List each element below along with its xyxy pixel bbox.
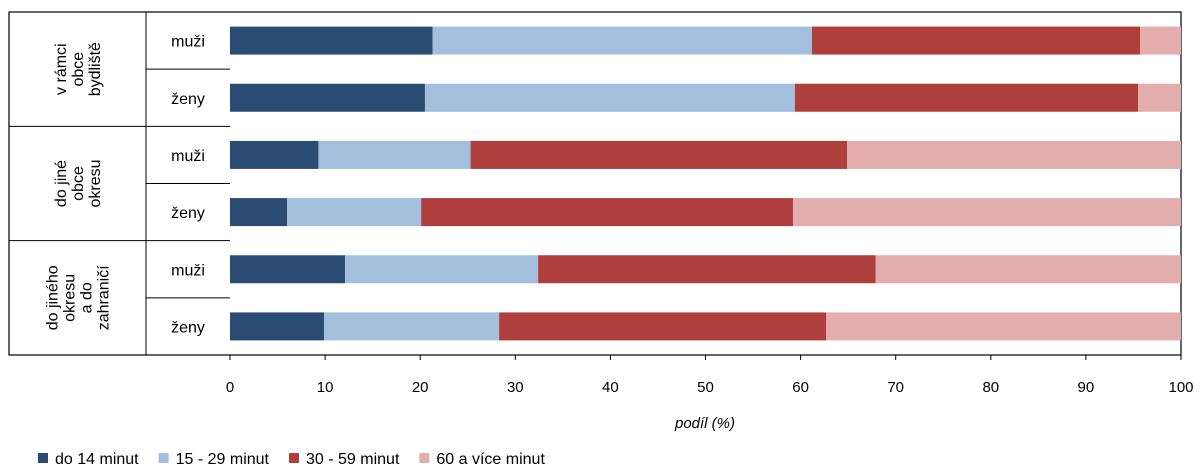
group-label-line: bydliště — [87, 42, 104, 96]
legend-label: 60 a více minut — [436, 451, 545, 468]
chart-frame — [8, 11, 1182, 356]
bar-segment — [826, 312, 1181, 341]
x-tick-label: 50 — [697, 379, 714, 396]
group-label: v rámciobcebydliště — [53, 42, 104, 96]
bar-segment — [847, 140, 1181, 169]
group-label: do jinéhookresua dozahraničí — [45, 265, 113, 330]
group-label-line: okresu — [62, 274, 79, 322]
group-label-line: okresu — [87, 159, 104, 207]
bar-segment — [424, 83, 795, 112]
group-label-line: a do — [79, 282, 96, 313]
bar-segment — [1138, 83, 1181, 112]
category-label: ženy — [171, 319, 205, 336]
plot-border — [8, 11, 1182, 356]
legend: do 14 minut 15 - 29 minut 30 - 59 minut 60 … — [38, 451, 545, 468]
bar-segment — [812, 26, 1141, 55]
x-tick-label: 10 — [317, 379, 334, 396]
bars-layer — [230, 26, 1181, 341]
bar-segment — [230, 198, 288, 227]
bar-segment — [421, 198, 793, 227]
category-label: muži — [171, 262, 205, 279]
bar-segment — [230, 255, 346, 284]
group-label-line: zahraničí — [96, 265, 113, 330]
x-axis-title: podíl (%) — [674, 415, 735, 432]
group-label-line: v rámci — [53, 43, 70, 95]
bar-segment — [345, 255, 539, 284]
bar-segment — [230, 83, 425, 112]
x-tick-label: 70 — [887, 379, 904, 396]
group-label-line: do jiné — [53, 160, 70, 207]
x-tick-label: 0 — [226, 379, 234, 396]
bar-segment — [230, 26, 433, 55]
category-label: muži — [171, 148, 205, 165]
bar-segment — [230, 312, 325, 341]
bar-segment — [792, 198, 1181, 227]
legend-swatch — [419, 453, 430, 463]
x-tick-label: 30 — [507, 379, 524, 396]
legend-label: 15 - 29 minut — [176, 451, 270, 468]
group-label-line: obce — [70, 52, 87, 87]
bar-segment — [432, 26, 813, 55]
legend-swatch — [38, 453, 48, 463]
category-label: ženy — [171, 205, 205, 222]
bar-segment — [538, 255, 876, 284]
bar-segment — [318, 140, 471, 169]
legend-label: 30 - 59 minut — [306, 451, 400, 468]
bar-segment — [324, 312, 500, 341]
x-tick-label: 80 — [982, 379, 999, 396]
x-axis: 0 10 20 30 40 50 60 70 80 90 100 — [226, 355, 1194, 396]
category-label: ženy — [171, 91, 205, 108]
x-tick-label: 40 — [602, 379, 619, 396]
x-tick-label: 100 — [1168, 379, 1193, 396]
bar-segment — [287, 198, 422, 227]
bar-segment — [1140, 26, 1181, 55]
x-tick-label: 60 — [792, 379, 809, 396]
group-label-line: do jiného — [45, 265, 62, 330]
bar-segment — [230, 140, 319, 169]
group-label: do jinéobceokresu — [53, 159, 104, 207]
bar-segment — [875, 255, 1181, 284]
x-tick-label: 20 — [412, 379, 429, 396]
group-label-line: obce — [70, 166, 87, 201]
legend-swatch — [158, 453, 169, 463]
bar-segment — [794, 83, 1139, 112]
bar-segment — [499, 312, 827, 341]
bar-segment — [470, 140, 848, 169]
legend-label: do 14 minut — [55, 451, 139, 468]
x-tick-label: 90 — [1078, 379, 1095, 396]
category-label: muži — [171, 34, 205, 51]
legend-swatch — [289, 453, 299, 463]
